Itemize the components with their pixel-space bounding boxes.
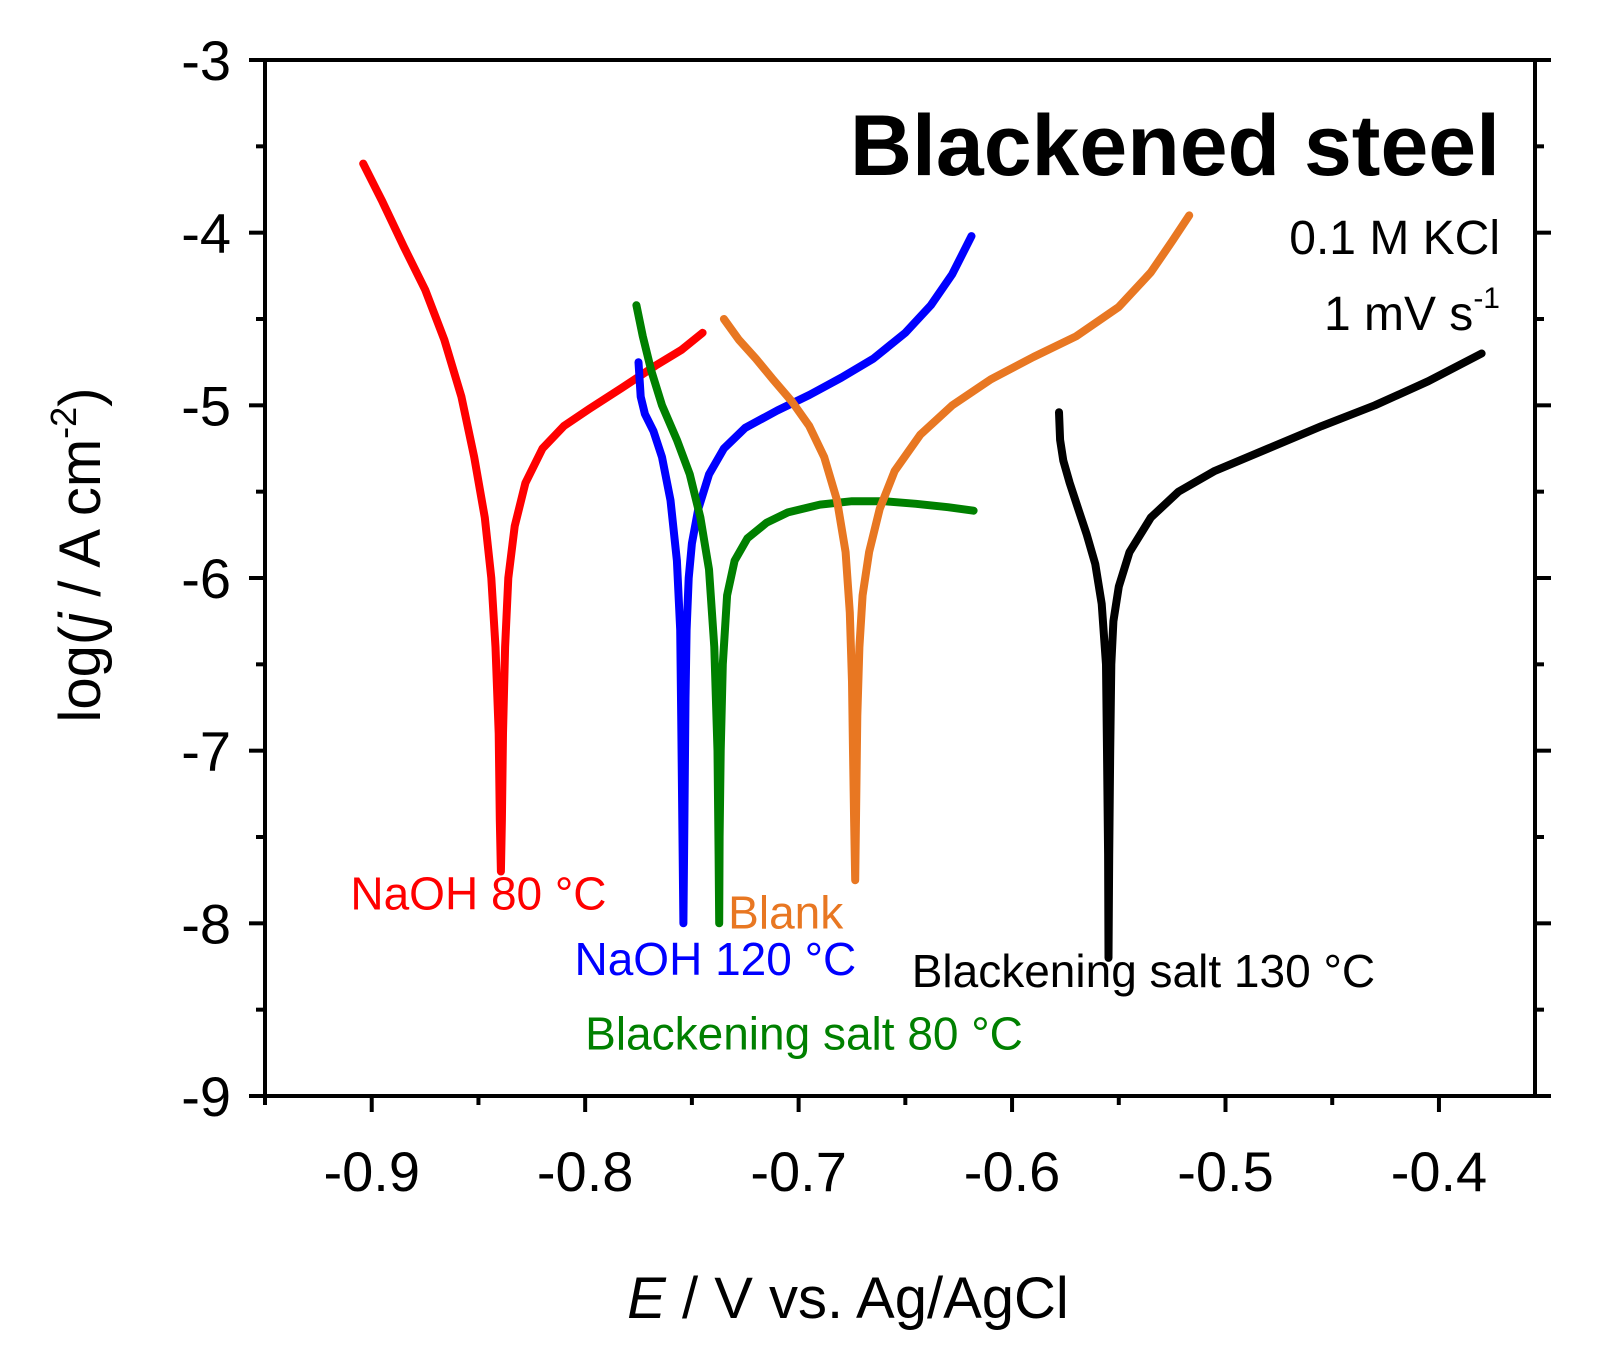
x-tick-label: -0.8 <box>537 1140 634 1203</box>
y-tick-label: -9 <box>181 1065 231 1128</box>
x-axis-title-unit: / V vs. Ag/AgCl <box>666 1266 1069 1331</box>
y-tick-label: -8 <box>181 892 231 955</box>
y-axis-title: log(j / A cm-2) <box>43 387 113 722</box>
series-line-2 <box>634 232 976 928</box>
series-label-4: Blank <box>728 887 844 939</box>
scan-rate-exponent: -1 <box>1473 282 1500 315</box>
series-label-2: NaOH 120 °C <box>574 933 856 985</box>
y-tick-label: -3 <box>181 29 231 92</box>
series-label-3: Blackening salt 80 °C <box>585 1007 1023 1059</box>
electrolyte-note: 0.1 M KCl <box>1289 212 1500 265</box>
tick-layer: -9 -8 -7 -6 -5 -4 -3 -0.9 -0.8 -0.7 -0.6 -0.5 -0.4 <box>181 29 1551 1203</box>
x-axis-title: E / V vs. Ag/AgCl <box>627 1266 1069 1331</box>
x-tick-label: -0.6 <box>964 1140 1061 1203</box>
series-line-4 <box>719 211 1194 885</box>
series-line-5 <box>1055 349 1486 962</box>
y-axis-title-exponent: -2 <box>43 407 84 439</box>
y-tick-label: -7 <box>181 720 231 783</box>
series-label-5: Blackening salt 130 °C <box>912 945 1375 997</box>
series-line-3 <box>632 301 978 928</box>
x-tick-label: -0.4 <box>1391 1140 1488 1203</box>
x-axis-title-symbol: E <box>627 1266 667 1331</box>
y-tick-label: -5 <box>181 374 231 437</box>
scan-rate-text: 1 mV s <box>1324 288 1473 341</box>
series-line-1 <box>359 159 707 876</box>
series-label-1: NaOH 80 °C <box>350 868 606 920</box>
y-tick-label: -4 <box>181 202 231 265</box>
y-axis-title-suffix: ) <box>48 387 113 406</box>
y-axis-title-prefix: log( <box>48 626 113 723</box>
chart-title: Blackened steel <box>850 98 1500 194</box>
x-tick-label: -0.7 <box>750 1140 847 1203</box>
x-tick-label: -0.5 <box>1177 1140 1274 1203</box>
y-axis-title-unit: / A cm <box>48 439 113 613</box>
series-layer: NaOH 80 °C NaOH 120 °C Blackening salt 80 … <box>350 159 1486 1059</box>
scan-rate-note: 1 mV s-1 <box>1324 282 1500 341</box>
x-tick-label: -0.9 <box>323 1140 420 1203</box>
y-tick-label: -6 <box>181 547 231 610</box>
